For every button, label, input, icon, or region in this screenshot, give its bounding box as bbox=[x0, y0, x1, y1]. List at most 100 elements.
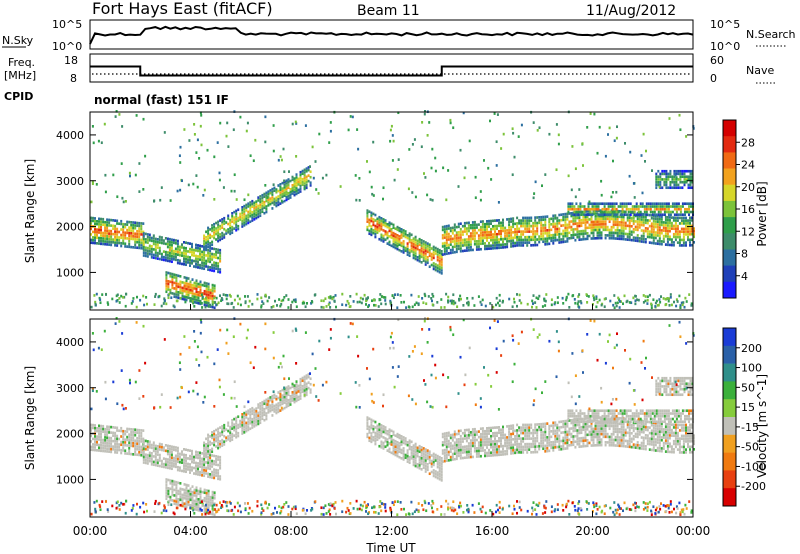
power-cell bbox=[642, 218, 645, 222]
power-cell bbox=[144, 251, 147, 255]
power-cell bbox=[639, 202, 642, 206]
velocity-cell bbox=[445, 456, 448, 460]
power-cell bbox=[213, 155, 216, 159]
power-cell bbox=[357, 147, 360, 151]
power-cell bbox=[660, 231, 663, 235]
power-cell bbox=[620, 215, 623, 219]
velocity-cell bbox=[486, 427, 489, 430]
power-cell bbox=[572, 233, 575, 237]
power-cell bbox=[653, 202, 656, 206]
velocity-cell bbox=[241, 424, 244, 427]
power-cell bbox=[94, 230, 97, 234]
power-cell bbox=[489, 119, 492, 123]
velocity-cell bbox=[459, 454, 462, 457]
power-cell bbox=[295, 176, 298, 179]
velocity-cell bbox=[261, 417, 264, 421]
power-cell bbox=[500, 232, 503, 236]
velocity-cell bbox=[445, 451, 448, 454]
power-cell bbox=[675, 169, 678, 173]
power-cell bbox=[479, 236, 482, 240]
velocity-cell bbox=[277, 407, 280, 411]
power-cell bbox=[130, 245, 133, 249]
power-cell bbox=[189, 299, 192, 303]
power-cell bbox=[657, 205, 660, 208]
power-cell bbox=[489, 302, 492, 305]
power-cell bbox=[656, 220, 659, 224]
power-cell bbox=[92, 241, 95, 245]
velocity-cell bbox=[486, 438, 489, 441]
power-cell bbox=[690, 202, 693, 206]
power-cell bbox=[138, 227, 141, 231]
power-cell bbox=[495, 140, 498, 144]
power-cell bbox=[384, 302, 387, 306]
power-cell bbox=[674, 227, 677, 231]
power-cell bbox=[211, 286, 214, 290]
velocity-cell bbox=[424, 459, 427, 462]
power-cell bbox=[461, 224, 464, 228]
power-cell bbox=[417, 295, 420, 298]
power-cell bbox=[110, 235, 113, 238]
power-cell bbox=[174, 250, 177, 253]
power-cell bbox=[676, 241, 679, 244]
power-cell bbox=[195, 287, 198, 291]
velocity-cell bbox=[146, 442, 149, 446]
power-cell bbox=[633, 213, 636, 217]
velocity-cell bbox=[471, 430, 474, 434]
power-cell bbox=[532, 232, 535, 236]
power-cell bbox=[191, 251, 194, 254]
power-cell bbox=[622, 221, 625, 224]
power-cell bbox=[269, 200, 272, 203]
velocity-cell bbox=[376, 435, 379, 439]
power-cell bbox=[436, 258, 439, 262]
velocity-cell bbox=[197, 464, 200, 468]
velocity-cell bbox=[295, 391, 298, 394]
power-cell bbox=[668, 117, 671, 120]
power-cell bbox=[673, 207, 676, 211]
power-cell bbox=[136, 224, 139, 228]
velocity-cell bbox=[217, 463, 220, 467]
power-cell bbox=[397, 111, 400, 115]
power-cell bbox=[184, 300, 187, 304]
velocity-cell bbox=[402, 458, 405, 461]
power-cell bbox=[685, 219, 688, 222]
velocity-cell bbox=[138, 448, 141, 451]
noise-right-tick-top: 10^5 bbox=[710, 18, 740, 31]
power-cell bbox=[481, 225, 484, 229]
velocity-cell bbox=[207, 444, 210, 448]
power-cell bbox=[205, 287, 208, 291]
velocity-cell bbox=[430, 459, 433, 463]
power-cell bbox=[680, 238, 683, 242]
velocity-cell bbox=[136, 439, 139, 443]
power-cell bbox=[215, 261, 218, 265]
power-cell bbox=[398, 248, 401, 252]
power-cell bbox=[207, 301, 210, 305]
power-cell bbox=[675, 210, 678, 214]
power-cell bbox=[689, 238, 692, 242]
power-cell bbox=[620, 221, 623, 224]
power-cell bbox=[309, 184, 312, 187]
power-cell bbox=[243, 215, 246, 219]
power-cell bbox=[123, 295, 126, 299]
velocity-cell bbox=[301, 379, 304, 383]
power-cell bbox=[391, 159, 394, 162]
power-cell bbox=[380, 295, 383, 298]
velocity-cell bbox=[106, 441, 109, 445]
power-cell bbox=[528, 219, 531, 222]
velocity-cell bbox=[239, 425, 242, 428]
power-cell bbox=[597, 205, 600, 208]
power-cell bbox=[654, 305, 657, 308]
power-cell bbox=[598, 214, 601, 218]
power-cell bbox=[412, 237, 415, 240]
velocity-cell bbox=[372, 438, 375, 442]
velocity-cell bbox=[185, 500, 188, 503]
power-cell bbox=[279, 194, 282, 197]
power-cell bbox=[207, 237, 210, 241]
power-cell bbox=[301, 183, 304, 187]
power-cell bbox=[522, 222, 525, 225]
power-cell bbox=[146, 233, 149, 236]
velocity-cell bbox=[445, 453, 448, 457]
power-cell bbox=[627, 210, 630, 214]
power-cell bbox=[580, 213, 583, 217]
power-cell bbox=[101, 293, 104, 296]
velocity-cell bbox=[441, 435, 444, 439]
